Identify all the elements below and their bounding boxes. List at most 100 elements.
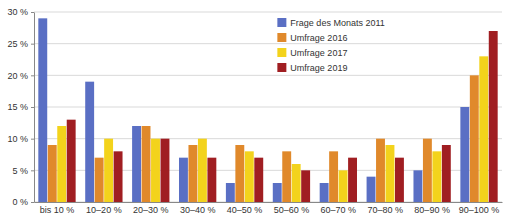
y-tick-mark [31, 107, 34, 108]
y-tick-mark [31, 202, 34, 203]
bar [95, 158, 104, 202]
x-tick-label: bis 10 % [40, 205, 75, 215]
bar [413, 170, 422, 202]
bar [442, 145, 451, 202]
bar [85, 82, 94, 202]
x-tick-label: 40–50 % [227, 205, 263, 215]
bar [460, 107, 469, 202]
x-tick: 50–60 % [274, 202, 310, 215]
x-tick-label: 30–40 % [180, 205, 216, 215]
y-tick-mark [31, 44, 34, 45]
x-axis: bis 10 % 10–20 % 20–30 % 30–40 % 40–50 % 50–6… [35, 202, 503, 215]
bar [179, 158, 188, 202]
x-tick: 20–30 % [133, 202, 169, 215]
bar [142, 126, 151, 202]
grid-line [34, 107, 502, 108]
bar [151, 139, 160, 202]
x-tick: 70–80 % [367, 202, 403, 215]
bar [376, 139, 385, 202]
bar [348, 158, 357, 202]
x-tick: 40–50 % [227, 202, 263, 215]
bar [161, 139, 170, 202]
legend-item: Frage des Monats 2011 [277, 18, 384, 28]
grid [34, 12, 502, 202]
y-tick: 10 % [7, 134, 34, 144]
bar [367, 177, 376, 202]
y-tick: 25 % [7, 39, 34, 49]
legend-swatch [277, 48, 286, 57]
bar [292, 164, 301, 202]
x-tick-label: 80–90 % [414, 205, 450, 215]
x-tick-label: 10–20 % [86, 205, 122, 215]
bar [254, 158, 263, 202]
chart: 0 % 5 % 10 % 15 % 20 % 25 % 30 % bis 10 % 10–20 … [0, 0, 506, 220]
bar [423, 139, 432, 202]
legend-label: Umfrage 2016 [290, 33, 347, 43]
y-tick-label: 30 % [7, 7, 28, 17]
y-tick-label: 0 % [12, 197, 28, 207]
y-tick: 0 % [12, 197, 34, 207]
bar [57, 126, 66, 202]
legend-label: Umfrage 2017 [290, 48, 347, 58]
bar [273, 183, 282, 202]
bar [282, 151, 291, 202]
legend: Frage des Monats 2011 Umfrage 2016 Umfrage… [277, 18, 384, 73]
bar [48, 145, 57, 202]
legend-item: Umfrage 2016 [277, 33, 347, 43]
y-tick-mark [31, 12, 34, 13]
bar [67, 120, 76, 202]
legend-item: Umfrage 2017 [277, 48, 347, 58]
bar [395, 158, 404, 202]
bar [386, 145, 395, 202]
x-tick-label: 70–80 % [367, 205, 403, 215]
x-tick: 10–20 % [86, 202, 122, 215]
legend-item: Umfrage 2019 [277, 63, 347, 73]
y-tick-mark [31, 75, 34, 76]
bar [114, 151, 123, 202]
bar [132, 126, 141, 202]
bar [38, 18, 47, 202]
legend-label: Frage des Monats 2011 [290, 18, 384, 28]
y-tick-mark [31, 170, 34, 171]
y-tick-label: 10 % [7, 134, 28, 144]
x-tick-label: 20–30 % [133, 205, 169, 215]
y-tick: 5 % [12, 166, 34, 176]
y-tick: 30 % [7, 7, 34, 17]
bar [104, 139, 113, 202]
bar [207, 158, 216, 202]
y-tick-label: 20 % [7, 71, 28, 81]
y-tick: 15 % [7, 102, 34, 112]
grid-line [34, 75, 502, 76]
x-tick-label: 90–100 % [459, 205, 500, 215]
bar [339, 170, 348, 202]
bar [226, 183, 235, 202]
y-tick-label: 15 % [7, 102, 28, 112]
y-tick: 20 % [7, 71, 34, 81]
bar [470, 75, 479, 202]
legend-swatch [277, 18, 286, 27]
x-tick: 90–100 % [459, 202, 500, 215]
plot: 0 % 5 % 10 % 15 % 20 % 25 % 30 % bis 10 % 10–20 … [7, 7, 502, 215]
bar [301, 170, 310, 202]
bar [320, 183, 329, 202]
legend-label: Umfrage 2019 [290, 63, 347, 73]
bar [479, 56, 488, 202]
x-tick: 80–90 % [414, 202, 450, 215]
legend-swatch [277, 33, 286, 42]
y-axis: 0 % 5 % 10 % 15 % 20 % 25 % 30 % [7, 7, 34, 207]
bar [489, 31, 498, 202]
x-axis-line [35, 202, 503, 203]
bar [235, 145, 244, 202]
legend-swatch [277, 63, 286, 72]
grid-line [34, 43, 502, 44]
x-tick-label: 50–60 % [274, 205, 310, 215]
y-tick-label: 5 % [12, 166, 28, 176]
x-tick: 60–70 % [321, 202, 357, 215]
bar [432, 151, 441, 202]
bar [188, 145, 197, 202]
bars [38, 18, 497, 202]
y-tick-mark [31, 139, 34, 140]
y-axis-line [34, 13, 35, 203]
y-tick-label: 25 % [7, 39, 28, 49]
bar [329, 151, 338, 202]
